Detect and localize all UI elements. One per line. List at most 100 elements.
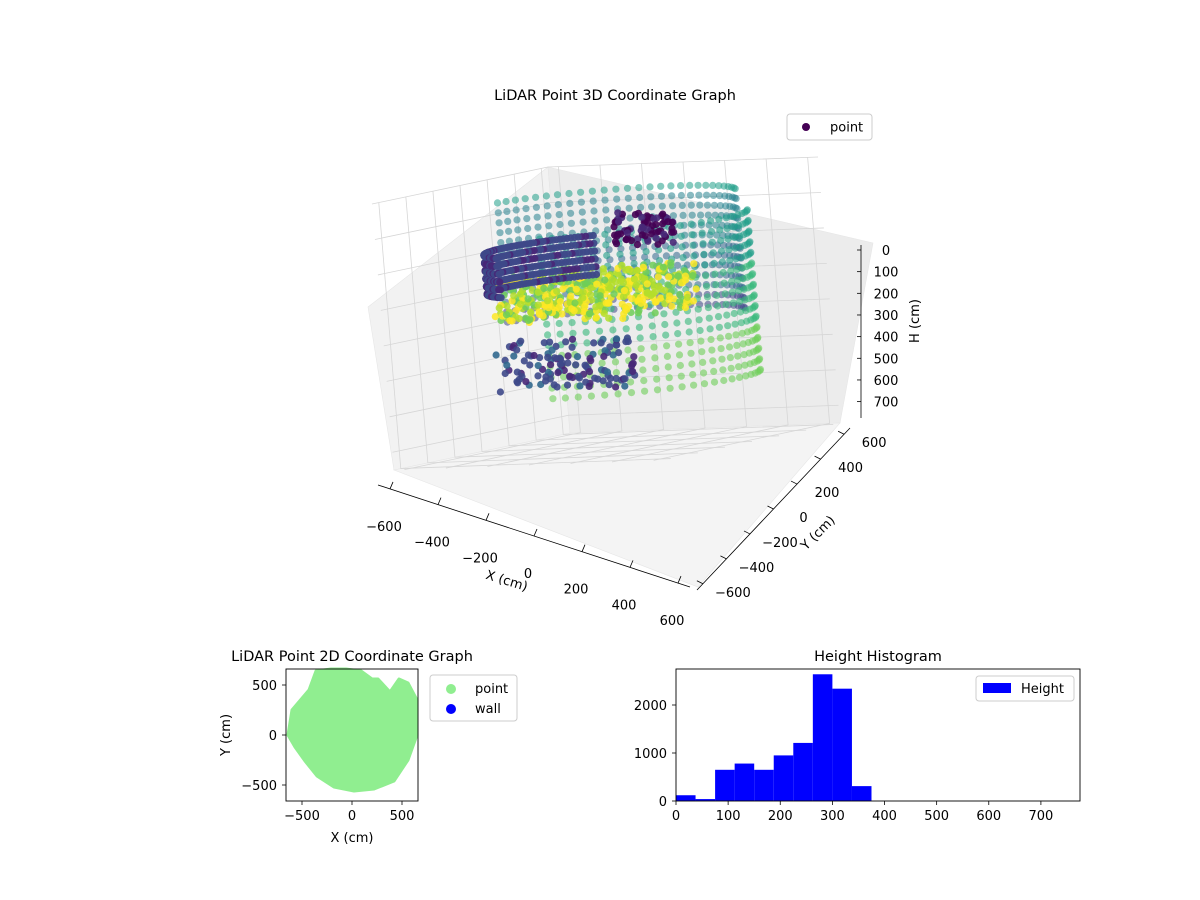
point-3d: [730, 309, 738, 318]
point-3d: [632, 281, 640, 290]
x-tick-label-3d: 0: [524, 567, 532, 582]
point-3d: [579, 294, 587, 302]
point-3d: [556, 360, 565, 368]
point-3d: [666, 384, 674, 392]
point-cloud-3d: [480, 181, 765, 403]
point-3d: [566, 199, 574, 207]
point-3d: [707, 217, 715, 225]
z-tick-label-3d: 0: [882, 244, 890, 259]
point-3d: [725, 343, 734, 351]
point-3d: [628, 268, 636, 276]
point-3d: [678, 201, 686, 209]
y-tick-label-3d: 600: [862, 436, 887, 451]
point-3d: [651, 298, 660, 306]
point-3d: [649, 261, 657, 269]
y-tick-3d: [720, 555, 727, 560]
point-3d: [700, 250, 708, 258]
point-3d: [637, 203, 645, 211]
point-3d: [564, 352, 572, 360]
point-3d: [719, 366, 727, 374]
point-3d: [497, 239, 505, 247]
point-3d: [726, 256, 734, 264]
y-axis-label-2d: Y (cm): [219, 714, 234, 757]
z-tick-label-3d: 500: [874, 352, 899, 367]
x-tick-label-histogram: 500: [924, 809, 949, 824]
point-3d: [554, 369, 562, 377]
y-tick-label-3d: −400: [739, 561, 775, 576]
point-3d: [659, 220, 667, 228]
point-3d: [710, 201, 719, 209]
point-3d: [597, 339, 605, 347]
point-3d: [755, 344, 763, 352]
point-3d: [592, 303, 600, 311]
point-3d: [506, 317, 514, 325]
point-3d: [551, 354, 559, 362]
y-tick-3d: [767, 505, 774, 510]
point-3d: [749, 280, 758, 288]
legend-3d-marker: [802, 123, 810, 131]
point-3d: [722, 300, 730, 308]
point-3d: [652, 364, 660, 373]
point-3d: [744, 216, 752, 225]
point-3d: [678, 383, 686, 391]
point-3d: [735, 363, 743, 371]
point-3d: [522, 378, 530, 386]
point-3d: [722, 202, 730, 210]
point-3d: [689, 371, 697, 379]
point-3d: [687, 220, 695, 228]
point-3d: [743, 206, 751, 214]
x-tick-3d: [533, 528, 538, 537]
point-3d: [635, 323, 644, 331]
point-3d: [563, 381, 572, 389]
z-ticks-3d: 0 100 200 300 400 500 600 700: [857, 244, 898, 411]
point-3d: [746, 238, 754, 246]
y-tick-3d: [837, 430, 845, 435]
point-3d: [726, 354, 735, 362]
point-3d: [495, 219, 503, 227]
point-3d: [657, 294, 665, 302]
point-3d: [533, 213, 541, 221]
point-3d: [631, 211, 640, 219]
legend-histogram-swatch: [983, 683, 1011, 693]
grid-line-y: [432, 191, 725, 458]
point-3d: [655, 257, 664, 265]
point-3d: [701, 261, 709, 269]
point-3d: [503, 361, 511, 369]
point-3d: [679, 211, 687, 219]
point-3d: [524, 316, 532, 324]
point-3d: [704, 304, 713, 312]
x-tick-label-2d: 500: [390, 809, 415, 824]
point-3d: [502, 311, 511, 319]
histogram-bar: [734, 763, 755, 801]
point-3d: [651, 354, 659, 362]
point-3d: [688, 231, 696, 239]
point-3d: [751, 302, 759, 310]
point-3d: [622, 236, 630, 244]
point-3d: [716, 202, 725, 210]
point-3d: [568, 319, 576, 327]
point-3d: [623, 305, 631, 314]
point-3d: [637, 345, 645, 353]
point-3d: [562, 338, 570, 346]
point-3d: [625, 204, 633, 212]
point-3d: [526, 361, 534, 369]
point-3d: [725, 332, 733, 340]
chart-histogram: Height Histogram 0 100 200 300 400 500 600 7000…: [634, 649, 1081, 824]
point-3d: [657, 192, 666, 200]
point-3d: [676, 361, 685, 370]
grid-line-y: [405, 196, 698, 464]
point-3d: [547, 361, 555, 369]
point-3d: [638, 355, 646, 363]
point-3d: [728, 278, 736, 286]
point-3d: [591, 217, 599, 225]
point-3d: [690, 260, 698, 268]
point-3d: [576, 382, 584, 390]
point-3d: [686, 181, 694, 189]
point-3d: [595, 327, 604, 335]
point-3d: [503, 302, 511, 310]
point-3d: [601, 230, 609, 238]
point-3d: [600, 309, 608, 318]
point-3d: [700, 369, 708, 377]
point-3d: [619, 279, 628, 287]
x-axis-label-2d: X (cm): [331, 831, 374, 846]
